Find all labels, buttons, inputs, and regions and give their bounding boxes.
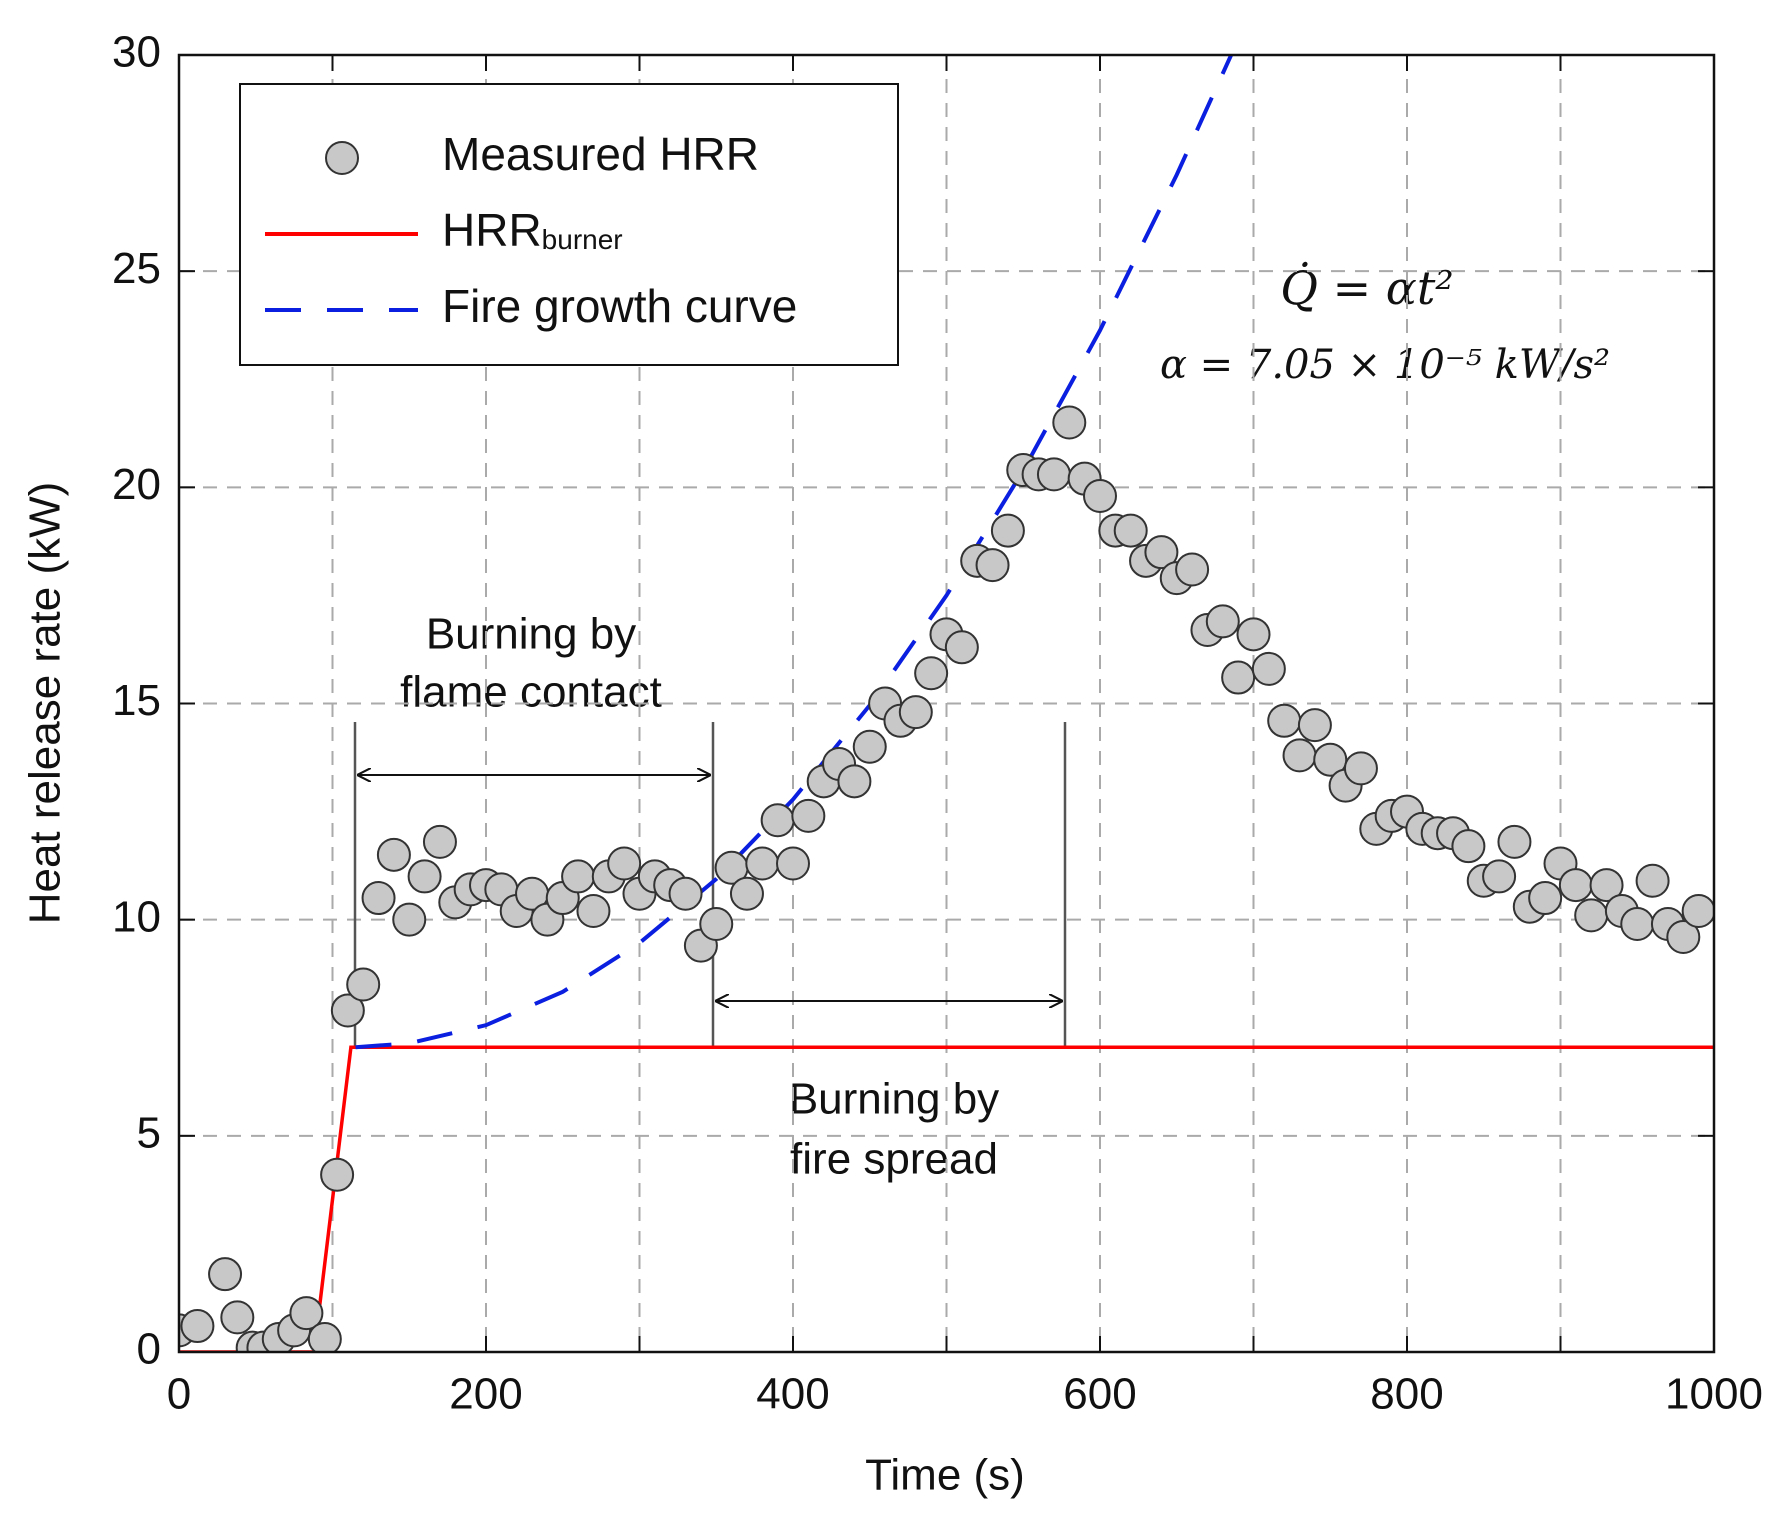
data-point bbox=[422, 824, 457, 859]
legend-name: Fire growth curve bbox=[442, 280, 797, 332]
y-axis-label: Heat release rate (kW) bbox=[21, 482, 70, 925]
data-point bbox=[1267, 703, 1302, 738]
legend-label: Fire growth curve bbox=[442, 280, 797, 332]
legend-subscript: burner bbox=[542, 224, 623, 255]
data-point bbox=[1205, 604, 1240, 639]
y-tick-label: 20 bbox=[112, 460, 161, 509]
y-tick-label: 5 bbox=[137, 1108, 161, 1157]
x-tick-label: 0 bbox=[167, 1370, 191, 1419]
data-point bbox=[561, 859, 596, 894]
data-point bbox=[1574, 898, 1609, 933]
data-point bbox=[837, 764, 872, 799]
y-tick-label: 25 bbox=[112, 244, 161, 293]
data-point bbox=[1313, 742, 1348, 777]
data-point bbox=[361, 881, 396, 916]
data-point bbox=[1221, 660, 1256, 695]
data-point bbox=[745, 846, 780, 881]
data-point bbox=[576, 894, 611, 929]
data-point bbox=[330, 993, 365, 1028]
data-point bbox=[668, 876, 703, 911]
data-point bbox=[307, 1322, 342, 1352]
data-point bbox=[1558, 868, 1593, 903]
data-point bbox=[1482, 859, 1517, 894]
data-point bbox=[320, 1157, 355, 1192]
y-tick-label: 10 bbox=[112, 892, 161, 941]
line-series bbox=[355, 55, 1234, 1050]
legend-label: Measured HRR bbox=[442, 128, 759, 180]
legend-marker bbox=[325, 141, 359, 175]
legend-name: Measured HRR bbox=[442, 128, 759, 180]
data-point bbox=[180, 1309, 215, 1344]
data-point bbox=[289, 1296, 324, 1331]
formula: Q̇ = αt² bbox=[1280, 261, 1454, 315]
data-point bbox=[1052, 405, 1087, 440]
x-tick-label: 600 bbox=[1063, 1370, 1136, 1419]
data-point bbox=[607, 846, 642, 881]
data-point bbox=[852, 729, 887, 764]
data-point bbox=[1451, 829, 1486, 864]
data-point bbox=[1175, 552, 1210, 587]
data-point bbox=[1620, 906, 1655, 941]
data-point bbox=[1282, 738, 1317, 773]
data-point bbox=[220, 1300, 255, 1335]
annotation: flame contact bbox=[400, 668, 662, 717]
y-tick-label: 0 bbox=[137, 1325, 161, 1374]
legend-box bbox=[239, 83, 899, 366]
data-point bbox=[376, 837, 411, 872]
line-series bbox=[179, 1045, 1714, 1352]
data-point bbox=[914, 656, 949, 691]
y-tick-label: 30 bbox=[112, 28, 161, 77]
data-point bbox=[1251, 651, 1286, 686]
data-point bbox=[1343, 751, 1378, 786]
data-point bbox=[392, 902, 427, 937]
data-point bbox=[1497, 824, 1532, 859]
data-point bbox=[1144, 535, 1179, 570]
data-point bbox=[898, 695, 933, 730]
data-point bbox=[1635, 863, 1670, 898]
formula-alpha: α = 7.05 × 10⁻⁵ kW/s² bbox=[1160, 342, 1610, 388]
x-tick-label: 400 bbox=[756, 1370, 829, 1419]
data-point bbox=[1528, 881, 1563, 916]
data-point bbox=[346, 967, 381, 1002]
data-point bbox=[975, 548, 1010, 583]
plot-area bbox=[179, 55, 1714, 1352]
data-point bbox=[1297, 708, 1332, 743]
data-point bbox=[407, 859, 442, 894]
x-tick-label: 800 bbox=[1370, 1370, 1443, 1419]
annotation: Burning by bbox=[789, 1075, 999, 1124]
legend-label: HRRburner bbox=[442, 204, 623, 256]
data-point bbox=[1113, 513, 1148, 548]
y-tick-label: 15 bbox=[112, 676, 161, 725]
data-point bbox=[1666, 919, 1701, 954]
data-point bbox=[791, 798, 826, 833]
data-point bbox=[1036, 457, 1071, 492]
legend-name: HRR bbox=[442, 204, 542, 256]
x-tick-label: 1000 bbox=[1665, 1370, 1763, 1419]
annotation: Burning by bbox=[426, 610, 636, 659]
data-point bbox=[944, 630, 979, 665]
x-axis-label: Time (s) bbox=[865, 1451, 1025, 1500]
data-point bbox=[729, 876, 764, 911]
data-point bbox=[760, 803, 795, 838]
data-point bbox=[699, 906, 734, 941]
data-point bbox=[1083, 478, 1117, 513]
plot-frame bbox=[177, 53, 1716, 1354]
x-tick-label: 200 bbox=[449, 1370, 522, 1419]
data-point bbox=[1236, 617, 1271, 652]
data-point bbox=[1589, 868, 1624, 903]
data-point bbox=[776, 846, 810, 881]
data-point bbox=[990, 513, 1025, 548]
annotation: fire spread bbox=[790, 1135, 998, 1184]
data-point bbox=[208, 1257, 243, 1292]
data-point bbox=[1681, 894, 1714, 929]
